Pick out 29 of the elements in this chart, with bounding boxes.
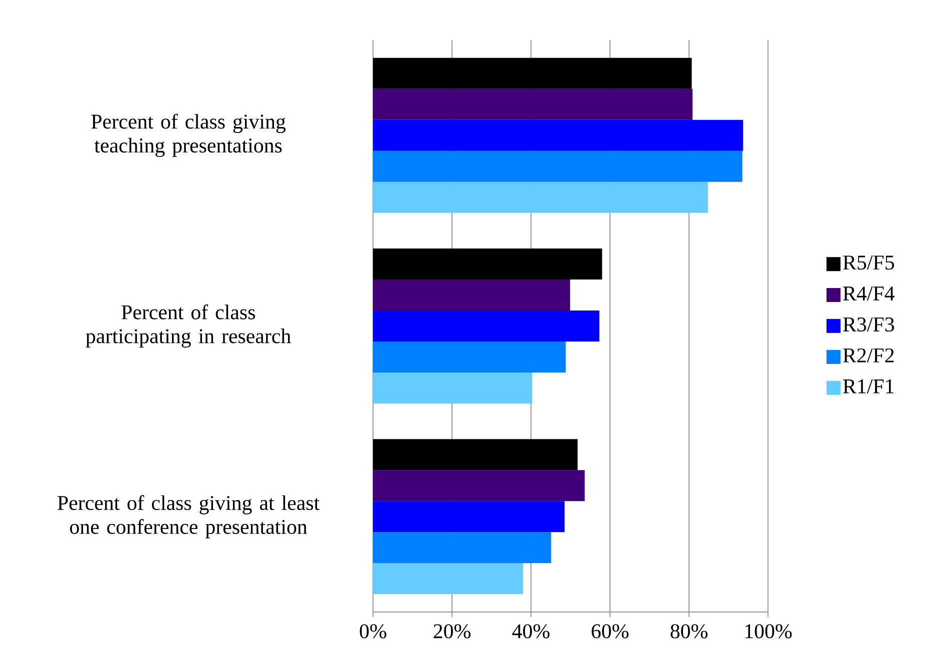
- bar: [373, 439, 578, 470]
- bar: [373, 120, 744, 151]
- legend-label: R4/F4: [843, 286, 894, 301]
- bar: [373, 532, 552, 564]
- bar: [373, 372, 532, 404]
- x-tick-label: 20%: [434, 624, 470, 638]
- bar: [373, 280, 570, 311]
- bar: [373, 501, 565, 532]
- bar: [373, 563, 524, 594]
- bar: [373, 310, 600, 342]
- x-tick-label: 40%: [512, 624, 550, 638]
- legend-label: R3/F3: [843, 317, 894, 332]
- y-tick-label: Percent of class participating in research: [86, 304, 291, 348]
- x-tick-label: 80%: [670, 624, 708, 638]
- y-tick-label: Percent of class giving teaching presentations: [91, 114, 286, 157]
- x-tick-label: 60%: [592, 624, 628, 638]
- legend-label: R5/F5: [843, 256, 894, 270]
- x-tick-label: 0%: [360, 624, 386, 638]
- bar: [373, 248, 602, 280]
- bar: [373, 58, 692, 89]
- bar: [373, 150, 742, 182]
- legend-label: R2/F2: [843, 348, 894, 362]
- x-tick-label: 100%: [745, 624, 792, 638]
- bar: [373, 88, 693, 120]
- y-tick-label: Percent of class giving at least one conference presentation: [58, 495, 320, 538]
- bar: [373, 342, 566, 373]
- legend-label: R1/F1: [843, 379, 894, 394]
- bar: [373, 182, 708, 213]
- bar: [373, 470, 585, 502]
